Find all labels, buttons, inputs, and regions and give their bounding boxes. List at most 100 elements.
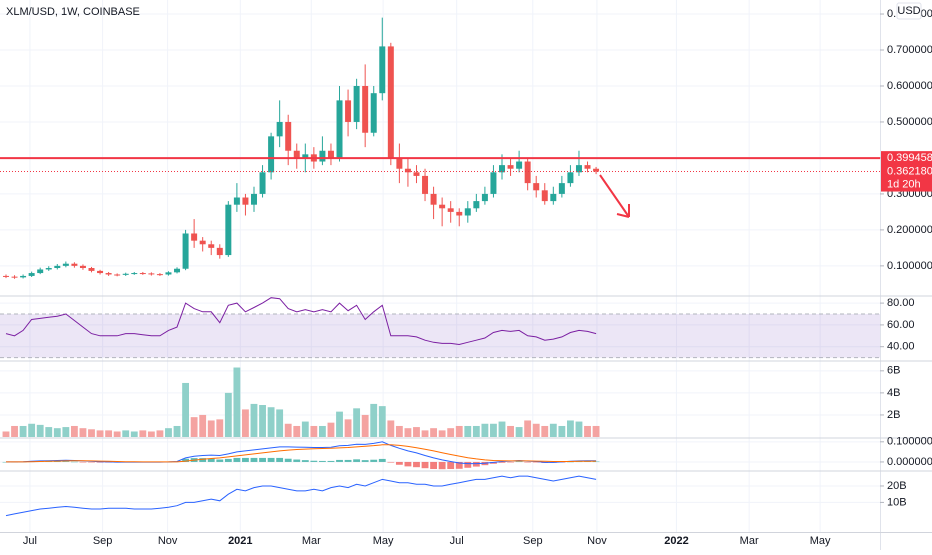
volume-bar <box>96 430 104 437</box>
volume-bar <box>524 420 532 437</box>
candle-body <box>362 85 369 133</box>
volume-bar <box>584 425 591 437</box>
candle-body <box>131 273 138 275</box>
candle-body <box>114 274 121 276</box>
hline-label-box <box>881 151 932 166</box>
volume-bar <box>28 423 36 437</box>
macd-line <box>6 444 597 463</box>
candle-body <box>370 93 377 133</box>
candle-body <box>199 240 206 245</box>
macd-histogram-bar <box>413 461 420 468</box>
y-tick-label: 6B <box>887 365 900 377</box>
volume-bar <box>447 428 455 437</box>
candle-body <box>285 121 292 151</box>
volume-bar <box>284 423 292 437</box>
volume-bar <box>53 428 61 437</box>
macd-histogram-bar <box>344 459 352 462</box>
candle-body <box>268 136 275 173</box>
y-tick-label: 2B <box>887 409 900 421</box>
candle-body <box>524 161 531 184</box>
volume-bar <box>293 425 301 437</box>
macd-histogram-bar <box>361 460 369 462</box>
y-tick-label: 0.200000 <box>887 224 932 236</box>
macd-histogram-bar <box>53 461 61 462</box>
volume-bar <box>259 405 266 437</box>
volume-bar <box>19 425 27 437</box>
volume-bar <box>353 408 361 437</box>
candle-body <box>481 193 488 202</box>
volume-bar <box>207 420 215 437</box>
y-tick-label: 10B <box>887 496 907 508</box>
candle-body <box>387 46 394 158</box>
volume-bar <box>122 430 130 437</box>
volume-bar <box>267 407 275 437</box>
macd-histogram-bar <box>318 460 326 462</box>
macd-histogram-bar <box>62 461 70 462</box>
candle-body <box>216 247 223 256</box>
macd-histogram-bar <box>88 461 95 463</box>
candle-body <box>379 46 386 94</box>
x-tick-label: Jul <box>450 535 464 547</box>
volume-bar <box>464 425 472 437</box>
candle-body <box>575 165 582 173</box>
candle-body <box>447 208 454 212</box>
candle-body <box>20 275 27 278</box>
x-tick-label: Sep <box>523 535 543 547</box>
y-tick-label: 0.000000 <box>887 456 932 468</box>
last-price-box <box>881 164 932 192</box>
candle-body <box>105 273 112 275</box>
candle-body <box>174 268 181 273</box>
candle-body <box>28 273 35 276</box>
volume-bar <box>490 423 497 437</box>
macd-histogram-bar <box>267 457 275 462</box>
candle-body <box>404 168 411 173</box>
candle-body <box>276 121 283 137</box>
macd-histogram-bar <box>79 461 87 463</box>
x-tick-label: 2021 <box>228 535 252 547</box>
drawing-arrow <box>599 174 630 218</box>
macd-histogram-bar <box>207 458 215 462</box>
volume-bar <box>36 424 44 437</box>
candle-body <box>191 233 198 241</box>
x-tick-label: Sep <box>93 535 113 547</box>
volume-bar <box>276 409 284 437</box>
volume-bar <box>310 425 318 437</box>
volume-bar <box>498 421 506 437</box>
grid <box>0 0 880 532</box>
y-tick-label: 40.00 <box>887 341 915 353</box>
volume-bar <box>88 429 95 437</box>
volume-bar <box>113 431 121 437</box>
marks <box>0 17 880 517</box>
volume-bar <box>421 430 429 437</box>
candle-body <box>165 272 172 275</box>
volume-bar <box>301 421 309 437</box>
candle-body <box>327 150 334 158</box>
x-tick-label: Mar <box>302 535 321 547</box>
candle-body <box>233 197 240 205</box>
volume-bar <box>395 425 403 437</box>
volume-bar <box>327 422 335 437</box>
volume-bar <box>558 425 566 437</box>
y-tick-label: 4B <box>887 387 900 399</box>
currency[interactable]: USD <box>897 5 920 17</box>
macd-histogram-bar <box>524 461 532 463</box>
macd-histogram-bar <box>310 460 318 462</box>
y-tick-label: 0.500000 <box>887 116 932 128</box>
volume-bar <box>472 425 480 437</box>
candle-body <box>97 270 104 274</box>
macd-histogram-bar <box>387 461 395 463</box>
volume-bar <box>438 430 446 437</box>
volume-bar <box>404 428 412 437</box>
x-tick-label: Nov <box>587 535 607 547</box>
volume-bar <box>413 427 420 437</box>
volume-bar <box>507 425 514 437</box>
hline-label: 0.399458 <box>887 152 932 164</box>
currency-box[interactable] <box>896 2 922 20</box>
volume-bar <box>515 427 523 437</box>
macd-histogram-bar <box>233 457 241 462</box>
macd-histogram-bar <box>404 461 412 467</box>
macd-histogram-bar <box>327 460 335 462</box>
